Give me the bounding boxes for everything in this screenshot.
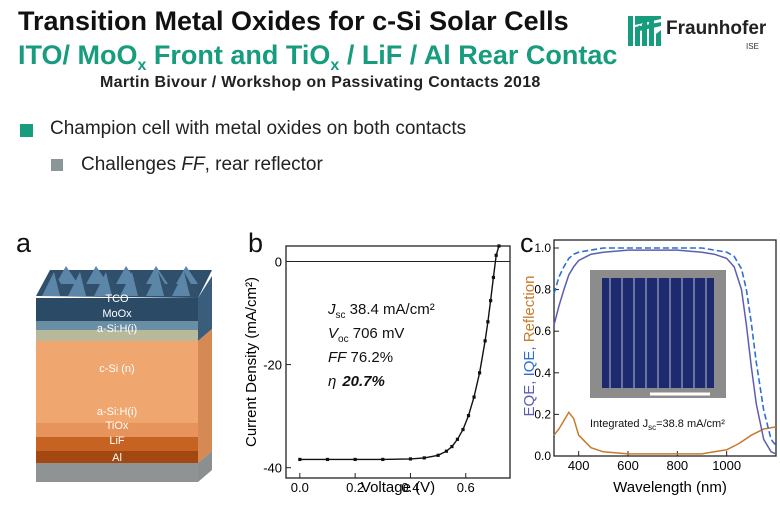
layer-tiox: TiOx [106,420,129,432]
jv-point-11 [466,414,471,418]
layer-asi-rear: a-Si:H(i) [97,406,137,418]
panel-c-quantum-efficiency: c 400 600 800 1000 0.0 0.2 0.4 0.6 0.8 1.0 Integr… [520,226,780,508]
slide-title: Transition Metal Oxides for c-Si Solar C… [18,6,569,36]
panel-c-label: c [520,228,534,258]
y-tick-label-c-0: 0.0 [534,449,551,463]
eqe-curve [553,249,777,455]
jv-point-5 [422,456,426,460]
logo-name: Fraunhofer [666,18,767,39]
jv-point-4 [408,457,413,461]
layer-moox: MoOx [102,308,132,320]
fraunhofer-logo: Fraunhofer ISE [628,12,768,56]
panel-a-cell-structure: a TCO MoOx a-Si:H(i) c-Si (n) [12,226,234,508]
x-tick-label-c-0: 400 [568,458,590,473]
eta-text: η 20.7% [328,373,385,390]
jv-point-18 [494,253,498,257]
x-tick-label-c-3: 1000 [712,458,741,473]
x-tick-label-b-3: 0.6 [457,480,475,495]
jv-point-9 [455,437,460,441]
slide-subtitle: ITO/ MoOx Front and TiOx / LiF / Al Rear… [18,40,618,74]
jv-point-8 [450,444,454,449]
plot-frame-b [285,245,511,479]
y-tick-label-c-2: 0.4 [534,366,551,380]
layer-al: Al [112,452,122,464]
solar-cell-photo [590,270,726,398]
jv-point-13 [477,371,482,375]
jv-point-12 [472,395,476,399]
jv-point-3 [381,457,385,462]
bullet-square-2 [51,159,63,171]
y-tick-label-c-5: 1.0 [534,241,551,255]
ff-text: FF 76.2% [328,349,393,366]
jv-curve [299,245,500,461]
x-tick-label-b-1: 0.2 [346,480,364,495]
panel-b-label: b [248,228,263,258]
jsc-text: Jsc 38.4 mA/cm² [327,301,435,321]
x-tick-label-b-2: 0.4 [401,480,419,495]
bullet-square-1 [20,124,33,137]
y-tick-label-c-4: 0.8 [534,283,551,297]
logo-sub: ISE [746,42,759,51]
jv-point-1 [325,457,330,462]
jv-point-10 [461,427,465,432]
x-axis-label-b: Voltage (V) [361,479,435,496]
integrated-jsc-text: Integrated Jsc=38.8 mA/cm² [590,418,725,432]
bullet-2: Challenges FF, rear reflector [81,154,323,175]
jv-point-7 [444,449,448,453]
layer-tco: TCO [105,293,129,305]
y-tick-label-c-3: 0.6 [534,324,551,338]
jv-point-16 [489,299,493,303]
layer-asi-front: a-Si:H(i) [97,323,137,335]
y-tick-label-c-1: 0.2 [534,407,551,421]
fraunhofer-logo-icon [628,16,661,46]
jv-point-19 [497,244,501,248]
bullet-1: Champion cell with metal oxides on both … [50,118,467,139]
jv-point-6 [436,453,440,457]
y-tick-label-b-0: 0 [275,254,282,269]
jv-point-2 [353,457,357,462]
iqe-curve [553,247,777,447]
x-axis-label-c: Wavelength (nm) [613,479,727,496]
panel-a-label: a [16,228,32,258]
y-axis-label-b: Current Density (mA/cm²) [243,277,260,447]
layer-csi: c-Si (n) [99,363,134,375]
x-tick-label-b-0: 0.0 [291,480,309,495]
voc-text: Voc 706 mV [328,325,404,345]
panel-b-jv-curve: b 0.0 0.2 0.4 0.6 0 -20 -40 Voltage (V) Curren… [236,226,516,508]
author-line: Martin Bivour / Workshop on Passivating … [100,74,541,91]
jv-point-0 [298,457,302,462]
layer-lif: LiF [109,435,125,447]
reflection-curve [553,410,777,455]
y-tick-label-b-2: -40 [263,461,282,476]
jv-point-14 [483,339,487,343]
jv-point-17 [491,275,496,280]
y-axis-label-c: EQE, IQE, Reflection [521,276,538,417]
jv-point-15 [486,320,490,324]
x-tick-label-c-2: 800 [666,458,688,473]
y-tick-label-b-1: -20 [263,358,282,373]
x-tick-label-c-1: 600 [617,458,639,473]
